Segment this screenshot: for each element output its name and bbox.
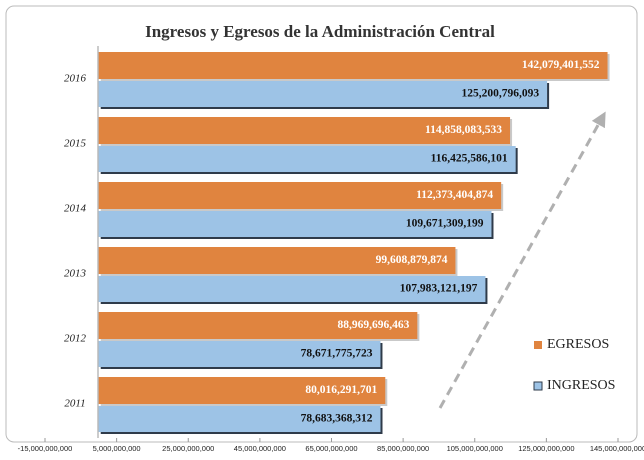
legend-swatch xyxy=(534,341,542,349)
value-label: 125,200,796,093 xyxy=(461,88,539,100)
legend-label: INGRESOS xyxy=(547,378,615,393)
y-tick-label: 2011 xyxy=(64,398,85,410)
value-label: 80,016,291,701 xyxy=(305,384,377,396)
value-label: 116,425,586,101 xyxy=(431,153,508,165)
bar xyxy=(98,276,486,302)
bar xyxy=(98,182,502,209)
x-tick-label: 125,000,000,000 xyxy=(518,444,574,453)
bar xyxy=(98,247,456,274)
legend-label: EGRESOS xyxy=(547,337,609,352)
x-tick-label: 45,000,000,000 xyxy=(234,444,286,453)
bar xyxy=(98,406,381,432)
x-tick-label: 25,000,000,000 xyxy=(162,444,214,453)
value-label: 99,608,879,874 xyxy=(376,254,448,266)
bar xyxy=(98,81,548,107)
chart-title: Ingresos y Egresos de la Administración … xyxy=(145,22,495,41)
y-tick-label: 2012 xyxy=(64,333,87,345)
value-label: 78,683,368,312 xyxy=(301,413,373,425)
y-tick-label: 2013 xyxy=(64,268,87,280)
x-tick-label: 5,000,000,000 xyxy=(93,444,141,453)
value-label: 114,858,083,533 xyxy=(425,124,502,136)
legend-swatch xyxy=(533,381,543,391)
y-tick-label: 2015 xyxy=(64,138,87,150)
x-tick-label: 105,000,000,000 xyxy=(447,444,503,453)
value-label: 112,373,404,874 xyxy=(416,189,493,201)
value-label: 142,079,401,552 xyxy=(522,59,600,71)
value-label: 88,969,696,463 xyxy=(337,319,409,331)
bar xyxy=(98,312,418,339)
bar xyxy=(98,341,381,367)
value-label: 78,671,775,723 xyxy=(301,348,373,360)
bar xyxy=(98,211,492,237)
x-tick-label: -15,000,000,000 xyxy=(18,444,73,453)
x-tick-label: 65,000,000,000 xyxy=(305,444,357,453)
bar xyxy=(98,52,608,79)
y-tick-label: 2014 xyxy=(64,203,87,215)
value-label: 107,983,121,197 xyxy=(400,283,478,295)
value-label: 109,671,309,199 xyxy=(406,218,484,230)
bar xyxy=(98,146,516,172)
bar xyxy=(98,377,386,404)
bar xyxy=(98,117,511,144)
x-tick-label: 85,000,000,000 xyxy=(377,444,429,453)
trend-arrow xyxy=(438,111,606,409)
x-tick-label: 145,000,000,000 xyxy=(590,444,644,453)
y-tick-label: 2016 xyxy=(64,73,87,85)
